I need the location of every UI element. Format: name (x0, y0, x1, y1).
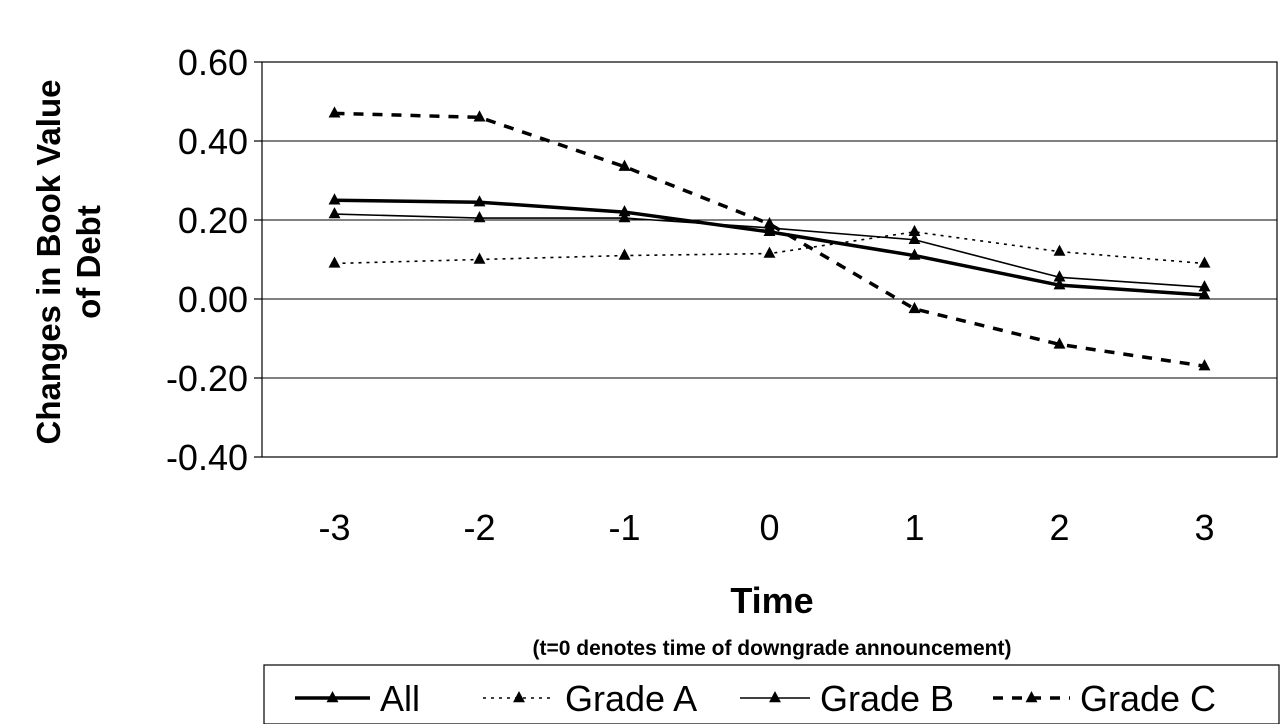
x-axis-ticks: -3 -2 -1 0 1 2 3 (318, 507, 1214, 548)
triangle-marker (329, 207, 341, 218)
y-tick-label: 0.20 (178, 200, 248, 241)
gridlines (262, 141, 1277, 378)
triangle-marker (619, 249, 631, 260)
y-tick-label: -0.40 (166, 437, 248, 478)
triangle-marker (329, 256, 341, 267)
x-axis-label: Time (730, 580, 813, 621)
x-tick-label: 0 (759, 507, 779, 548)
triangle-marker (1199, 256, 1211, 267)
x-axis-note: (t=0 denotes time of downgrade announcem… (533, 637, 1012, 660)
legend-label: All (380, 678, 420, 719)
x-tick-label: -2 (463, 507, 495, 548)
y-tick-label: -0.20 (166, 358, 248, 399)
triangle-marker (474, 253, 486, 264)
series-all (329, 193, 1211, 299)
x-tick-label: 1 (904, 507, 924, 548)
triangle-marker (474, 211, 486, 222)
triangle-marker (764, 217, 776, 228)
y-axis-label-line2: of Debt (70, 205, 107, 319)
legend-label: Grade C (1080, 678, 1216, 719)
triangle-marker (1199, 280, 1211, 291)
x-tick-label: -3 (318, 507, 350, 548)
x-tick-label: 2 (1049, 507, 1069, 548)
series-grade-c (329, 106, 1211, 370)
x-tick-label: 3 (1194, 507, 1214, 548)
series-lines (329, 106, 1211, 370)
y-tick-label: 0.00 (178, 279, 248, 320)
y-axis-label-line1: Changes in Book Value (30, 80, 67, 445)
triangle-marker (1054, 245, 1066, 256)
plot-area (262, 62, 1277, 457)
y-tick-label: 0.40 (178, 121, 248, 162)
y-tick-label: 0.60 (178, 42, 248, 83)
legend-label: Grade A (565, 678, 697, 719)
y-axis-ticks: -0.40 -0.20 0.00 0.20 0.40 0.60 (166, 42, 262, 478)
series-line (335, 113, 1205, 366)
triangle-marker (764, 247, 776, 258)
legend: All Grade A Grade B Grade C (264, 665, 1279, 724)
x-tick-label: -1 (608, 507, 640, 548)
legend-label: Grade B (820, 678, 954, 719)
